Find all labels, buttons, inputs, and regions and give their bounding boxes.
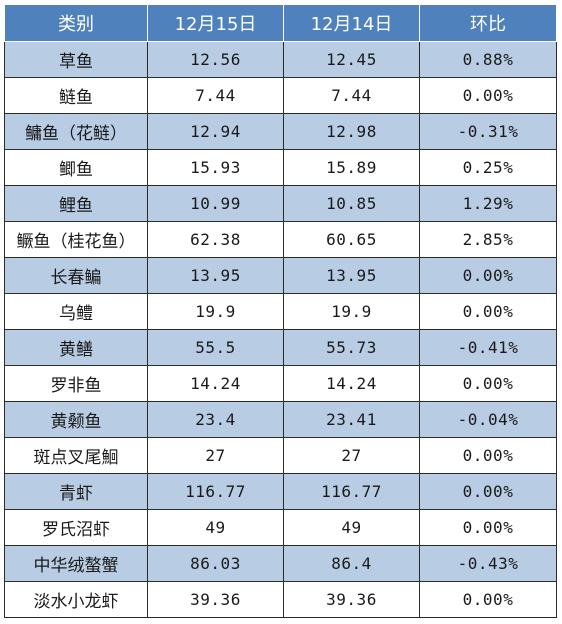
cell-change: -0.43% <box>419 545 557 582</box>
cell-category: 鲢鱼 <box>4 77 148 114</box>
cell-change: 0.00% <box>419 473 557 510</box>
cell-category: 罗非鱼 <box>4 365 148 402</box>
table-row: 乌鳢 19.9 19.9 0.00% <box>4 293 557 330</box>
cell-category: 斑点叉尾鮰 <box>4 437 148 474</box>
cell-change: 0.00% <box>419 581 557 618</box>
cell-dec14-price: 12.98 <box>283 113 420 150</box>
cell-dec14-price: 7.44 <box>283 77 420 114</box>
cell-change: 2.85% <box>419 221 557 258</box>
table-row: 鲫鱼 15.93 15.89 0.25% <box>4 149 557 186</box>
cell-change: 0.00% <box>419 509 557 546</box>
cell-dec14-price: 55.73 <box>283 329 420 366</box>
cell-category: 鳜鱼（桂花鱼） <box>4 221 148 258</box>
cell-dec14-price: 23.41 <box>283 401 420 438</box>
cell-dec15-price: 86.03 <box>147 545 284 582</box>
cell-dec15-price: 19.9 <box>147 293 284 330</box>
table-row: 青虾 116.77 116.77 0.00% <box>4 473 557 510</box>
table-row: 淡水小龙虾 39.36 39.36 0.00% <box>4 581 557 618</box>
cell-category: 青虾 <box>4 473 148 510</box>
cell-change: 0.25% <box>419 149 557 186</box>
cell-category: 鲤鱼 <box>4 185 148 222</box>
cell-change: -0.04% <box>419 401 557 438</box>
cell-dec15-price: 15.93 <box>147 149 284 186</box>
table-row: 草鱼 12.56 12.45 0.88% <box>4 41 557 78</box>
cell-change: 0.00% <box>419 77 557 114</box>
table-row: 黄鳝 55.5 55.73 -0.41% <box>4 329 557 366</box>
table-row: 鲤鱼 10.99 10.85 1.29% <box>4 185 557 222</box>
cell-dec14-price: 27 <box>283 437 420 474</box>
header-row: 类别 12月15日 12月14日 环比 <box>4 4 557 42</box>
cell-dec15-price: 116.77 <box>147 473 284 510</box>
cell-category: 罗氏沼虾 <box>4 509 148 546</box>
cell-change: 0.88% <box>419 41 557 78</box>
cell-category: 黄鳝 <box>4 329 148 366</box>
cell-dec15-price: 12.56 <box>147 41 284 78</box>
table-row: 中华绒螯蟹 86.03 86.4 -0.43% <box>4 545 557 582</box>
cell-dec14-price: 14.24 <box>283 365 420 402</box>
price-table: 类别 12月15日 12月14日 环比 草鱼 12.56 12.45 0.88% 鲢鱼 7… <box>4 4 557 618</box>
cell-dec15-price: 13.95 <box>147 257 284 294</box>
cell-category: 鳙鱼（花鲢） <box>4 113 148 150</box>
cell-dec14-price: 15.89 <box>283 149 420 186</box>
cell-dec15-price: 62.38 <box>147 221 284 258</box>
cell-dec15-price: 12.94 <box>147 113 284 150</box>
header-dec15: 12月15日 <box>147 4 284 42</box>
cell-dec15-price: 7.44 <box>147 77 284 114</box>
cell-dec14-price: 49 <box>283 509 420 546</box>
header-category: 类别 <box>4 4 148 42</box>
table-row: 罗氏沼虾 49 49 0.00% <box>4 509 557 546</box>
cell-category: 草鱼 <box>4 41 148 78</box>
cell-dec14-price: 86.4 <box>283 545 420 582</box>
cell-change: 1.29% <box>419 185 557 222</box>
cell-change: -0.41% <box>419 329 557 366</box>
cell-dec14-price: 13.95 <box>283 257 420 294</box>
cell-dec15-price: 55.5 <box>147 329 284 366</box>
cell-category: 中华绒螯蟹 <box>4 545 148 582</box>
cell-category: 淡水小龙虾 <box>4 581 148 618</box>
price-table-container: 类别 12月15日 12月14日 环比 草鱼 12.56 12.45 0.88% 鲢鱼 7… <box>4 4 557 618</box>
cell-dec14-price: 116.77 <box>283 473 420 510</box>
table-row: 鲢鱼 7.44 7.44 0.00% <box>4 77 557 114</box>
cell-dec15-price: 27 <box>147 437 284 474</box>
cell-dec14-price: 12.45 <box>283 41 420 78</box>
cell-dec15-price: 10.99 <box>147 185 284 222</box>
table-row: 罗非鱼 14.24 14.24 0.00% <box>4 365 557 402</box>
table-row: 鳙鱼（花鲢） 12.94 12.98 -0.31% <box>4 113 557 150</box>
table-row: 黄颡鱼 23.4 23.41 -0.04% <box>4 401 557 438</box>
cell-dec14-price: 19.9 <box>283 293 420 330</box>
cell-category: 长春鳊 <box>4 257 148 294</box>
cell-dec14-price: 60.65 <box>283 221 420 258</box>
cell-change: 0.00% <box>419 437 557 474</box>
table-row: 长春鳊 13.95 13.95 0.00% <box>4 257 557 294</box>
header-change: 环比 <box>419 4 557 42</box>
cell-dec14-price: 10.85 <box>283 185 420 222</box>
cell-category: 鲫鱼 <box>4 149 148 186</box>
cell-category: 黄颡鱼 <box>4 401 148 438</box>
cell-dec15-price: 14.24 <box>147 365 284 402</box>
cell-change: 0.00% <box>419 257 557 294</box>
table-row: 鳜鱼（桂花鱼） 62.38 60.65 2.85% <box>4 221 557 258</box>
cell-change: -0.31% <box>419 113 557 150</box>
table-header: 类别 12月15日 12月14日 环比 <box>4 4 557 42</box>
cell-change: 0.00% <box>419 293 557 330</box>
table-body: 草鱼 12.56 12.45 0.88% 鲢鱼 7.44 7.44 0.00% 鳙鱼（花鲢） 12… <box>4 41 557 618</box>
header-dec14: 12月14日 <box>283 4 420 42</box>
cell-dec15-price: 23.4 <box>147 401 284 438</box>
cell-dec14-price: 39.36 <box>283 581 420 618</box>
cell-change: 0.00% <box>419 365 557 402</box>
table-row: 斑点叉尾鮰 27 27 0.00% <box>4 437 557 474</box>
cell-category: 乌鳢 <box>4 293 148 330</box>
cell-dec15-price: 49 <box>147 509 284 546</box>
cell-dec15-price: 39.36 <box>147 581 284 618</box>
